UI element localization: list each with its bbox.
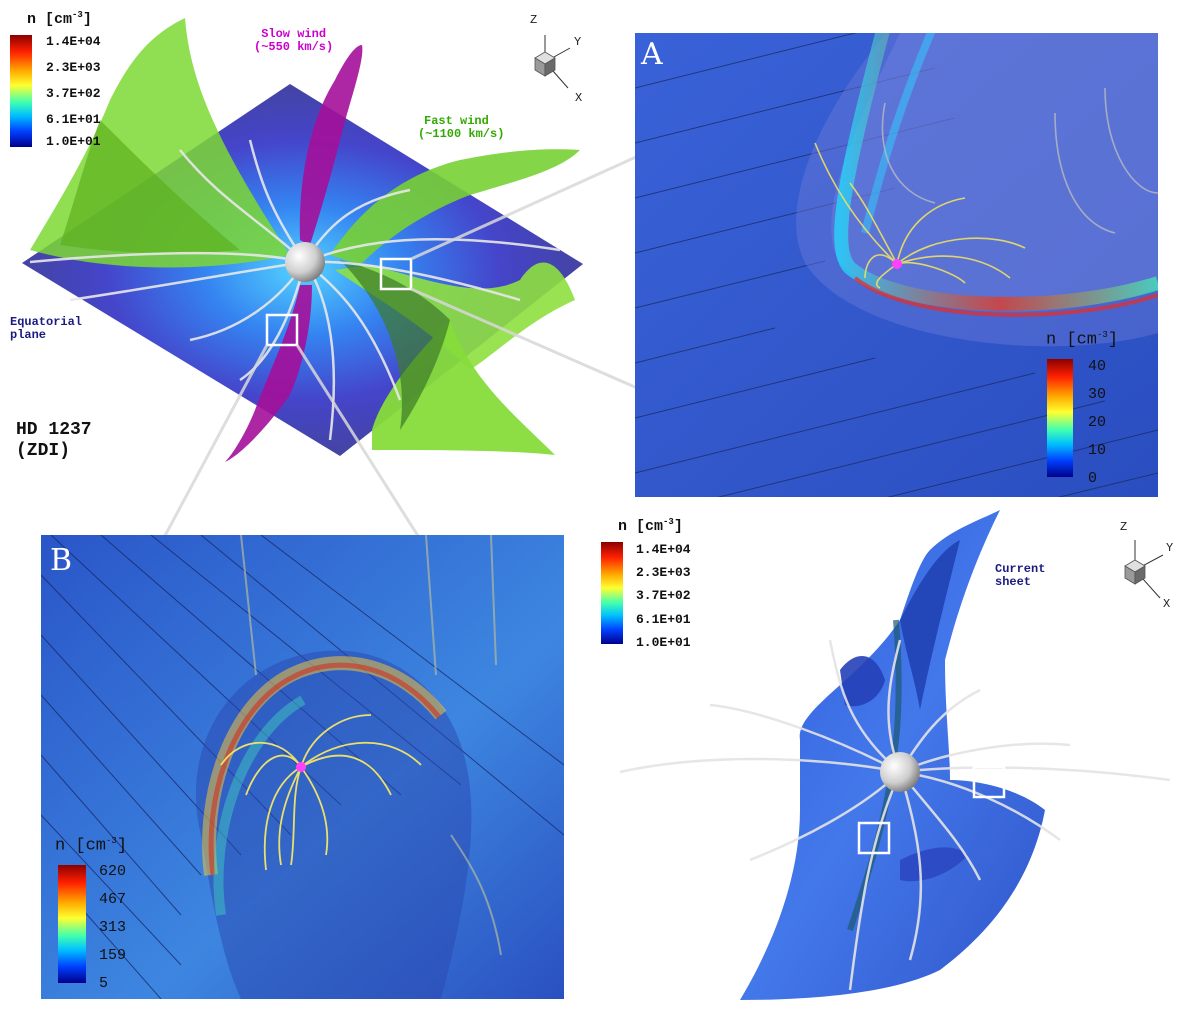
- current-sheet-tick: 1.4E+04: [636, 542, 691, 557]
- current-sheet-colorbar: [601, 542, 623, 644]
- current-sheet-tick: 6.1E+01: [636, 612, 691, 627]
- main-tick: 2.3E+03: [46, 60, 101, 75]
- main-tick: 1.0E+01: [46, 134, 101, 149]
- main-tick: 1.4E+04: [46, 34, 101, 49]
- zoom-box-b: [265, 313, 299, 347]
- axis-triad-current-sheet: [1124, 540, 1164, 599]
- current-sheet-3d-view: [619, 510, 1171, 1000]
- fast-wind-surface-right: [330, 149, 580, 265]
- panel-a-tick: 20: [1088, 414, 1107, 431]
- panel-b: B n [cm-3] 620 467 313 159 5: [41, 535, 564, 999]
- current-sheet-axis-x: X: [1163, 597, 1171, 611]
- main-axis-x: X: [575, 91, 583, 105]
- panel-b-shock-surface: [195, 650, 472, 999]
- panel-a-bow-band: [834, 33, 1158, 311]
- current-sheet-lobe: [840, 656, 885, 707]
- panel-a-tick: 0: [1088, 470, 1098, 487]
- slow-wind-surface-upper: [299, 45, 363, 245]
- panel-a-letter: A: [641, 37, 663, 72]
- main-axis-y: Y: [574, 35, 582, 49]
- current-sheet-tick: 2.3E+03: [636, 565, 691, 580]
- main-3d-view: [22, 18, 583, 462]
- main-colorbar-title: n [cm-3]: [27, 10, 92, 28]
- panel-b-colorbar: [58, 865, 86, 983]
- panel-a-colorbar: [1047, 359, 1073, 477]
- current-sheet-lower-lobe: [900, 847, 968, 882]
- panel-a-shock-outer: [796, 33, 1158, 347]
- panel-b-colorbar-title: n [cm-3]: [55, 836, 128, 856]
- current-sheet-star: [880, 752, 920, 792]
- current-sheet-tick: 1.0E+01: [636, 635, 691, 650]
- current-sheet-tick: 3.7E+02: [636, 588, 691, 603]
- panel-b-tick: 313: [99, 919, 127, 936]
- main-colorbar: [10, 35, 32, 147]
- panel-a-tick: 10: [1088, 442, 1107, 459]
- current-sheet-zoom-box-1: [972, 765, 1006, 799]
- panel-a-tick: 30: [1088, 386, 1107, 403]
- panel-a-planet: [892, 259, 902, 269]
- current-sheet-label: Current sheet: [995, 562, 1046, 589]
- axis-triad-main: [534, 35, 571, 89]
- main-tick: 6.1E+01: [46, 112, 101, 127]
- current-sheet-fold: [900, 540, 960, 710]
- fast-wind-surface-left-inner: [60, 120, 240, 254]
- slow-wind-label: Slow wind (~550 km/s): [254, 27, 334, 54]
- panel-b-letter: B: [50, 543, 73, 578]
- equatorial-plane-label: Equatorial plane: [10, 315, 83, 342]
- panel-a-tick: 40: [1088, 358, 1107, 375]
- zoom-box-a: [379, 257, 413, 291]
- star-sphere: [285, 242, 325, 282]
- current-sheet-colorbar-title: n [cm-3]: [618, 517, 683, 535]
- fast-wind-label: Fast wind (~1100 km/s): [418, 114, 505, 141]
- panel-b-planet: [296, 762, 306, 772]
- fast-wind-surface-bottom: [372, 320, 555, 455]
- panel-b-tick: 159: [99, 947, 127, 964]
- fast-wind-sheet-dark: [340, 260, 450, 430]
- star-name-label: HD 1237 (ZDI): [16, 420, 92, 461]
- current-sheet-axis-y: Y: [1166, 541, 1174, 555]
- panel-b-render: [41, 535, 564, 999]
- slow-wind-surface-lower: [225, 285, 312, 462]
- panel-a-shock-inner: [831, 33, 1158, 312]
- panel-a-colorbar-title: n [cm-3]: [1046, 330, 1119, 350]
- panel-b-tick: 620: [99, 863, 127, 880]
- panel-b-tick: 467: [99, 891, 127, 908]
- main-axis-z: Z: [530, 13, 538, 27]
- current-sheet-axis-z: Z: [1120, 520, 1128, 534]
- panel-b-tick: 5: [99, 975, 109, 992]
- current-sheet-zoom-box-2: [857, 821, 891, 855]
- panel-a-render: [635, 33, 1158, 497]
- panel-a: A n [cm-3] 40 30 20 10 0: [635, 33, 1158, 497]
- main-tick: 3.7E+02: [46, 86, 101, 101]
